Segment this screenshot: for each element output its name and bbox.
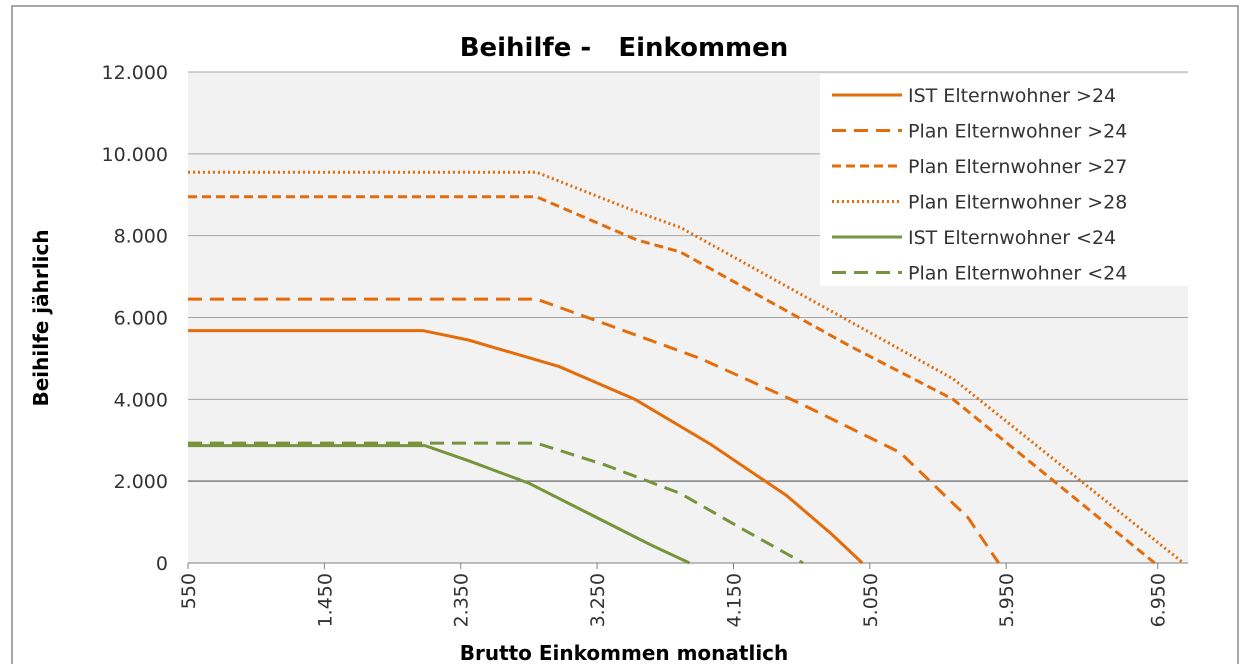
- legend-label: Plan Elternwohner >27: [908, 156, 1127, 178]
- series-line: [188, 195, 1156, 565]
- x-tick-label: 5.050: [860, 573, 882, 627]
- y-tick-label: 2.000: [114, 471, 168, 493]
- legend-label: Plan Elternwohner <24: [908, 263, 1127, 285]
- series-line: [188, 297, 1000, 564]
- legend-label: IST Elternwohner >24: [908, 85, 1116, 107]
- legend-label: IST Elternwohner <24: [908, 227, 1116, 249]
- y-tick-label: 0: [156, 553, 168, 575]
- series-line: [188, 441, 804, 565]
- legend-label: Plan Elternwohner >24: [908, 121, 1127, 143]
- x-tick-label: 2.350: [451, 573, 473, 627]
- legend-box: [820, 74, 1188, 286]
- x-tick-label: 6.950: [1148, 573, 1170, 627]
- x-tick-label: 4.150: [723, 573, 745, 627]
- series-line: [188, 444, 691, 565]
- series-line: [188, 329, 864, 565]
- y-tick-label: 8.000: [114, 226, 168, 248]
- y-tick-label: 12.000: [102, 62, 168, 84]
- chart-title: Beihilfe - Einkommen: [460, 33, 789, 63]
- legend-label: Plan Elternwohner >28: [908, 192, 1127, 214]
- x-tick-label: 3.250: [587, 573, 609, 627]
- y-tick-label: 4.000: [114, 389, 168, 411]
- x-tick-label: 1.450: [314, 573, 336, 627]
- y-axis-label: Beihilfe jährlich: [29, 229, 53, 406]
- y-tick-label: 6.000: [114, 308, 168, 330]
- y-tick-label: 10.000: [102, 144, 168, 166]
- x-tick-label: 5.950: [996, 573, 1018, 627]
- x-axis-label: Brutto Einkommen monatlich: [460, 641, 789, 664]
- x-tick-label: 550: [178, 573, 200, 609]
